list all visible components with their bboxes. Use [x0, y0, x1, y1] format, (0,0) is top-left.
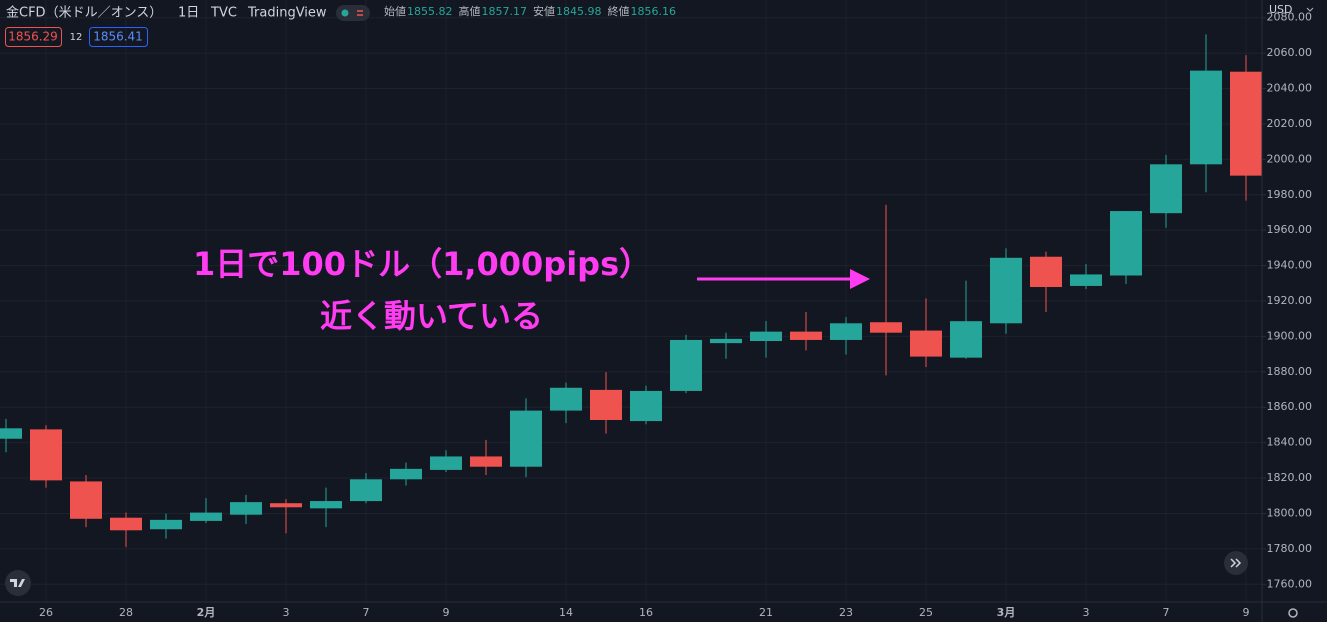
ohlc-label: 終値 [608, 4, 630, 18]
y-tick-label: 2060.00 [1267, 46, 1313, 59]
candle-body [1230, 71, 1262, 176]
candle-body [750, 331, 782, 342]
candle-body [430, 456, 462, 470]
x-tick-label: 9 [1243, 606, 1250, 619]
ohlc-value: 1855.82 [407, 5, 453, 18]
candle-body [550, 387, 582, 411]
y-tick-label: 1840.00 [1267, 436, 1313, 449]
candle-body [790, 331, 822, 340]
candle-body [710, 338, 742, 344]
candle-body [0, 428, 22, 439]
x-tick-label: 9 [443, 606, 450, 619]
candle-body [1110, 211, 1142, 276]
platform: TradingView [247, 6, 327, 21]
x-tick-label: 23 [839, 606, 853, 619]
currency[interactable]: USD [1269, 3, 1293, 16]
ohlc-value: 1845.98 [556, 5, 602, 18]
candle-body [950, 321, 982, 358]
candle-body [1150, 164, 1182, 214]
annotation: 1日で100ドル（1,000pips） [193, 245, 651, 283]
ask: 1856.41 [93, 30, 143, 44]
candle-body [1190, 70, 1222, 165]
candle-body [270, 503, 302, 508]
settings[interactable] [1288, 608, 1298, 618]
y-tick-label: 2000.00 [1267, 152, 1313, 165]
source: TVC [210, 6, 237, 21]
logo[interactable] [5, 570, 31, 596]
bid-box[interactable] [5, 27, 62, 47]
ask-box[interactable] [89, 27, 148, 47]
logo-mark [10, 579, 25, 587]
y-tick-label: 1860.00 [1267, 400, 1313, 413]
candle-body [870, 322, 902, 333]
annotation: 近く動いている [320, 297, 543, 335]
arrow-head [850, 269, 870, 289]
y-tick-label: 1980.00 [1267, 188, 1313, 201]
ohlc: 始値 1855.82 高値 1857.17 安値 1845.98 終値 1856.16 [384, 4, 676, 18]
x-tick-label: 3 [283, 606, 290, 619]
status-pill[interactable] [336, 5, 370, 21]
x-tick-label: 3月 [997, 606, 1016, 619]
y-tick-label: 1800.00 [1267, 506, 1313, 519]
candle-body [990, 257, 1022, 324]
x-tick-label: 2月 [197, 606, 216, 619]
candles [0, 34, 1262, 547]
x-tick-label: 21 [759, 606, 773, 619]
y-tick-label: 1900.00 [1267, 329, 1313, 342]
spread: 12 [70, 32, 83, 43]
candle-body [470, 456, 502, 467]
interval[interactable]: 1日 [178, 6, 199, 21]
scroll-icon [1230, 558, 1242, 568]
y-tick-label: 1960.00 [1267, 223, 1313, 236]
candle-body [30, 429, 62, 481]
candle-body [630, 390, 662, 422]
y-tick-label: 1780.00 [1267, 542, 1313, 555]
y-tick-label: 2040.00 [1267, 82, 1313, 95]
x-tick-label: 7 [1163, 606, 1170, 619]
ohlc-label: 安値 [533, 4, 555, 18]
x-tick-label: 28 [119, 606, 133, 619]
status-dot [341, 9, 349, 17]
candle-body [1030, 256, 1062, 288]
y-tick-label: 1880.00 [1267, 365, 1313, 378]
status-icon [357, 10, 363, 16]
candle-body [70, 481, 102, 519]
candle-body [150, 519, 182, 530]
candle-body [1070, 274, 1102, 286]
x-tick-label: 3 [1083, 606, 1090, 619]
candle-body [670, 339, 702, 391]
candle-body [190, 512, 222, 521]
bid: 1856.29 [8, 30, 58, 44]
ohlc-value: 1857.17 [482, 5, 528, 18]
symbol[interactable]: 金CFD（米ドル／オンス） [6, 5, 162, 21]
ohlc-value: 1856.16 [631, 5, 677, 18]
ohlc-label: 始値 [384, 4, 406, 18]
x-tick-label: 26 [39, 606, 53, 619]
y-tick-label: 1940.00 [1267, 259, 1313, 272]
y-tick-label: 2080.00 [1267, 11, 1313, 24]
y-tick-label: 2020.00 [1267, 117, 1313, 130]
candle-body [510, 410, 542, 467]
grid [0, 0, 1262, 602]
ohlc-label: 高値 [459, 4, 481, 18]
candle-body [910, 330, 942, 357]
y-tick-label: 1760.00 [1267, 577, 1313, 590]
x-tick-label: 14 [559, 606, 573, 619]
candle-body [350, 479, 382, 502]
y-tick-label: 1820.00 [1267, 471, 1313, 484]
candle-body [390, 468, 422, 480]
candle-body [590, 389, 622, 420]
x-tick-label: 16 [639, 606, 653, 619]
x-tick-label: 7 [363, 606, 370, 619]
currency-caret [1306, 7, 1314, 12]
candle-body [310, 501, 342, 509]
y-tick-label: 1920.00 [1267, 294, 1313, 307]
candle-body [110, 517, 142, 531]
candle-body [230, 502, 262, 515]
x-tick-label: 25 [919, 606, 933, 619]
header: 金CFD（米ドル／オンス） 1日 TVC TradingView 始値 1855.… [5, 4, 676, 47]
candle-body [830, 323, 862, 340]
